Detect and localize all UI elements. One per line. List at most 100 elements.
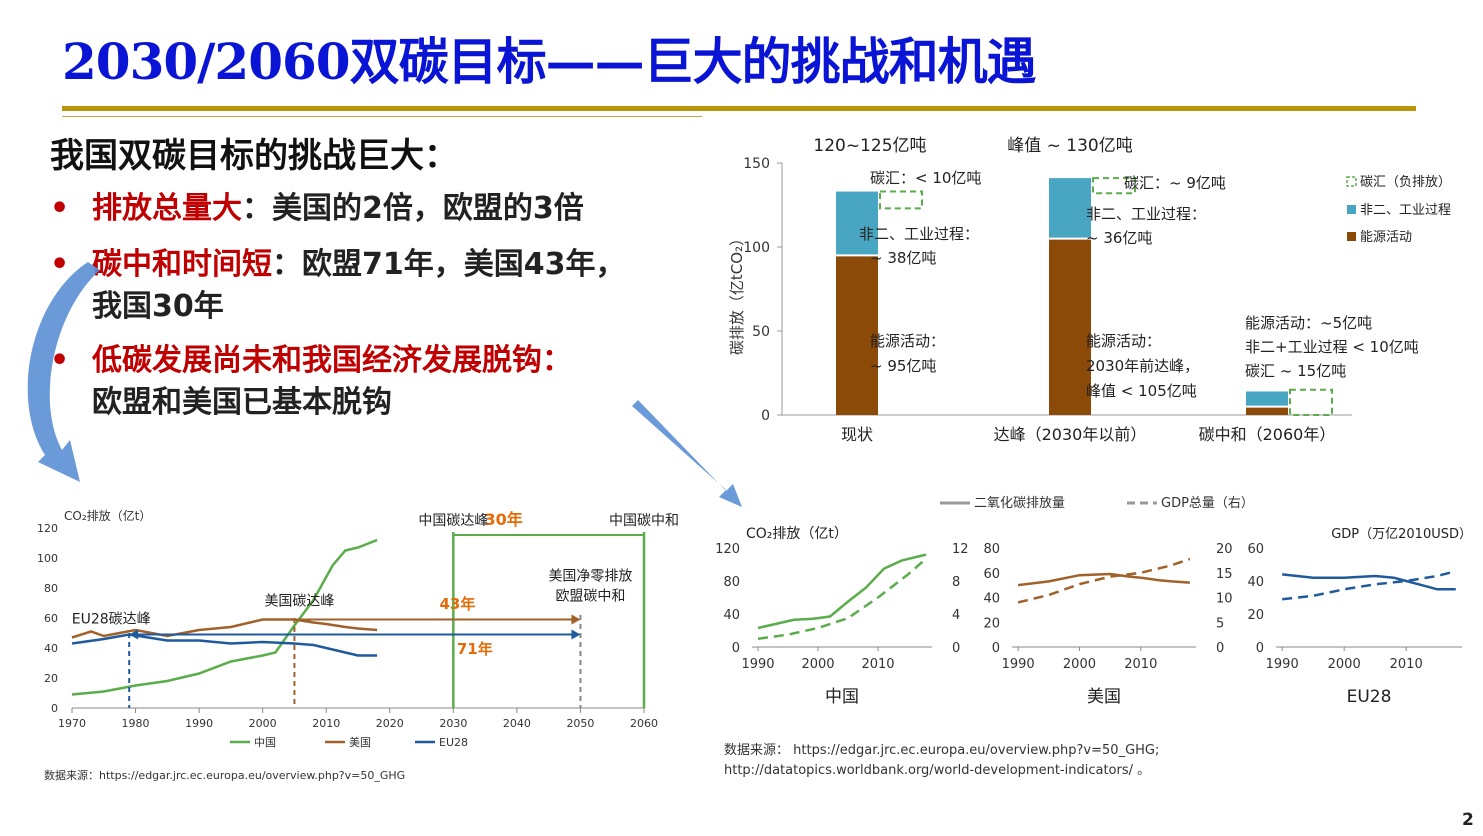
bullet-3: • 低碳发展尚未和我国经济发展脱钩： 欧盟和美国已基本脱钩 [50, 340, 572, 424]
panel-x-tick-label: 1990 [1002, 657, 1035, 672]
bar-sink [879, 190, 923, 210]
x-tick-label: 2050 [566, 717, 594, 730]
bar-non-co2 [836, 191, 878, 256]
event-label: 中国碳中和 [609, 513, 679, 529]
panel-x-tick-label: 2010 [1390, 657, 1423, 672]
x-tick-label: 2030 [439, 717, 467, 730]
annotation-label: 峰值 < 105亿吨 [1086, 382, 1197, 400]
annotation-label: 非二+工业过程 < 10亿吨 [1245, 338, 1419, 356]
arrowhead-icon [571, 629, 581, 640]
panel-y-tick-label: 120 [715, 542, 740, 557]
source-note: http://datatopics.worldbank.org/world-de… [724, 763, 1150, 778]
y-tick-label: 150 [743, 156, 770, 172]
bullet-3-cont: 欧盟和美国已基本脱钩 [92, 385, 392, 420]
event-label: 美国碳达峰 [264, 594, 334, 610]
bullet-2-cont: 我国30年 [92, 289, 224, 324]
event-label: 欧盟碳中和 [555, 589, 625, 605]
annotation-label: 能源活动：~5亿吨 [1245, 314, 1372, 332]
legend-label: 非二、工业过程 [1360, 203, 1451, 218]
legend-label: 能源活动 [1360, 230, 1412, 245]
section-heading: 我国双碳目标的挑战巨大： [50, 136, 458, 176]
source-note: 数据来源：https://edgar.jrc.ec.europa.eu/over… [44, 768, 405, 782]
y-tick-label: 0 [51, 702, 58, 715]
panel-y-tick-label: 0 [1256, 641, 1264, 656]
panel-y-tick-label: 0 [732, 641, 740, 656]
y-tick-label: 100 [743, 240, 770, 256]
panel-y-tick-label: 60 [983, 567, 1000, 582]
legend-label: 美国 [349, 736, 371, 749]
panel-y-tick-label: 40 [983, 592, 1000, 607]
annotation-label: 碳汇 ~ 15亿吨 [1245, 362, 1346, 380]
y-tick-label: 120 [37, 522, 58, 535]
annotation-label: ~ 38亿吨 [870, 249, 936, 267]
event-label: 美国净零排放 [548, 569, 632, 585]
legend-swatch [1347, 205, 1356, 214]
event-label: EU28碳达峰 [72, 612, 151, 628]
bullet-1-emph: 排放总量大 [92, 191, 242, 226]
bar-energy [836, 255, 878, 415]
panel-x-tick-label: 2010 [1124, 657, 1157, 672]
panel-x-tick-label: 2010 [861, 657, 894, 672]
page-number: 2 [1462, 810, 1474, 830]
y-tick-label: 100 [37, 552, 58, 565]
x-tick-label: 2040 [503, 717, 531, 730]
legend-swatch [1346, 176, 1357, 187]
bullet-2-text: ：欧盟71年，美国43年， [272, 247, 626, 282]
annotation-label: 能源活动： [870, 332, 945, 350]
series-line-中国 [71, 538, 378, 696]
panel-y-tick-label: 40 [723, 608, 740, 623]
bullet-2-emph: 碳中和时间短 [92, 247, 272, 282]
panel-title: 中国 [825, 687, 859, 707]
y-tick-label: 50 [752, 324, 770, 340]
co2-line [1017, 572, 1190, 587]
panel-y-tick-label: 60 [1247, 542, 1264, 557]
x-tick-label: 2010 [312, 717, 340, 730]
event-label: 中国碳达峰 [418, 513, 488, 529]
bullet-2: • 碳中和时间短：欧盟71年，美国43年， 我国30年 [50, 244, 626, 328]
panel-y2-tick-label: 0 [1216, 641, 1224, 656]
slide-title: 2030/2060双碳目标——巨大的挑战和机遇 [62, 32, 1037, 91]
bullet-marker: • [50, 247, 70, 282]
span-label: 71年 [457, 640, 493, 658]
annotation-label: 能源活动： [1086, 332, 1161, 350]
annotation-label: ~ 36亿吨 [1086, 229, 1152, 247]
panel-x-tick-label: 2000 [801, 657, 834, 672]
panel-y-tick-label: 40 [1247, 575, 1264, 590]
arrowhead-icon [571, 614, 581, 625]
bar-sink [1289, 388, 1333, 416]
panel-y-tick-label: 20 [983, 616, 1000, 631]
panel-y2-tick-label: 20 [1216, 542, 1233, 557]
bullet-marker: • [50, 191, 70, 226]
bar-non-co2 [1049, 178, 1091, 239]
panel-y-tick-label: 80 [983, 542, 1000, 557]
y-tick-label: 80 [44, 582, 58, 595]
legend-label: 二氧化碳排放量 [974, 496, 1065, 511]
annotation-label: 碳汇：~ 9亿吨 [1124, 174, 1226, 192]
legend-label: EU28 [439, 736, 468, 749]
panel-x-tick-label: 1990 [1266, 657, 1299, 672]
series-line-美国 [71, 618, 378, 639]
y-axis-label: 碳排放（亿tCO₂） [728, 231, 746, 355]
panel-y2-tick-label: 5 [1216, 616, 1224, 631]
panel-y2-tick-label: 12 [952, 542, 969, 557]
legend-label: 中国 [254, 736, 276, 749]
title-subrule [62, 116, 702, 117]
y-tick-label: 60 [44, 612, 58, 625]
category-label: 现状 [841, 425, 873, 444]
category-label: 达峰（2030年以前） [994, 425, 1147, 444]
annotation-label: ~ 95亿吨 [870, 357, 936, 375]
legend-label: 碳汇（负排放） [1360, 175, 1451, 190]
title-rule [62, 106, 1416, 111]
y-tick-label: 0 [761, 408, 770, 424]
x-tick-label: 1970 [58, 717, 86, 730]
category-label: 碳中和（2060年） [1199, 425, 1336, 444]
panel-y2-axis-label: GDP（万亿2010USD） [1331, 527, 1472, 542]
panel-title: 美国 [1087, 687, 1121, 707]
series-line-EU28 [71, 633, 378, 657]
bar-non-co2 [1246, 391, 1288, 407]
annotation-label: 2030年前达峰， [1086, 357, 1199, 375]
panel-y2-tick-label: 0 [952, 641, 960, 656]
